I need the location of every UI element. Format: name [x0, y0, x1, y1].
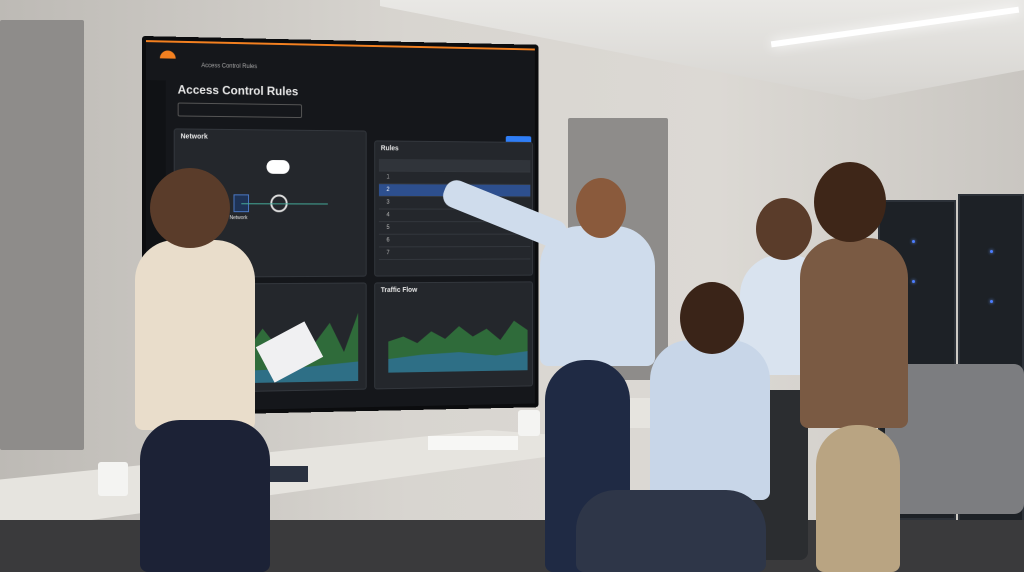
server-led	[990, 300, 993, 303]
person-head	[814, 162, 886, 242]
traffic-flow-heading: Traffic Flow	[381, 287, 417, 294]
person-head	[576, 178, 626, 238]
cloud-icon	[266, 160, 289, 174]
page-title: Access Control Rules	[178, 83, 299, 99]
person-head	[756, 198, 812, 260]
rules-heading: Rules	[381, 145, 399, 152]
network-node-label: Network	[230, 215, 248, 221]
breadcrumb: Access Control Rules	[201, 63, 257, 70]
acoustic-panel-left	[0, 20, 84, 450]
traffic-flow-panel: Traffic Flow	[374, 281, 533, 389]
server-led	[912, 280, 915, 283]
person-trousers	[816, 425, 900, 572]
table-row[interactable]: 7	[379, 247, 530, 260]
person-trousers	[140, 420, 270, 572]
server-led	[912, 240, 915, 243]
table-row[interactable]: 6	[379, 235, 530, 248]
brand-logo	[160, 50, 176, 58]
coffee-mug	[98, 462, 128, 496]
network-heading: Network	[181, 133, 208, 140]
connector-line	[241, 203, 328, 204]
notebook	[428, 436, 518, 450]
coffee-mug	[518, 410, 540, 436]
person-trousers	[576, 490, 766, 572]
person-head	[150, 168, 230, 248]
person-man-seated	[650, 340, 770, 500]
server-led	[990, 250, 993, 253]
person-woman-tablet	[135, 240, 255, 430]
area-chart	[375, 282, 534, 390]
search-input[interactable]	[178, 103, 302, 119]
person-head	[680, 282, 744, 354]
person-man-sweater	[800, 238, 908, 428]
table-header	[379, 159, 530, 173]
